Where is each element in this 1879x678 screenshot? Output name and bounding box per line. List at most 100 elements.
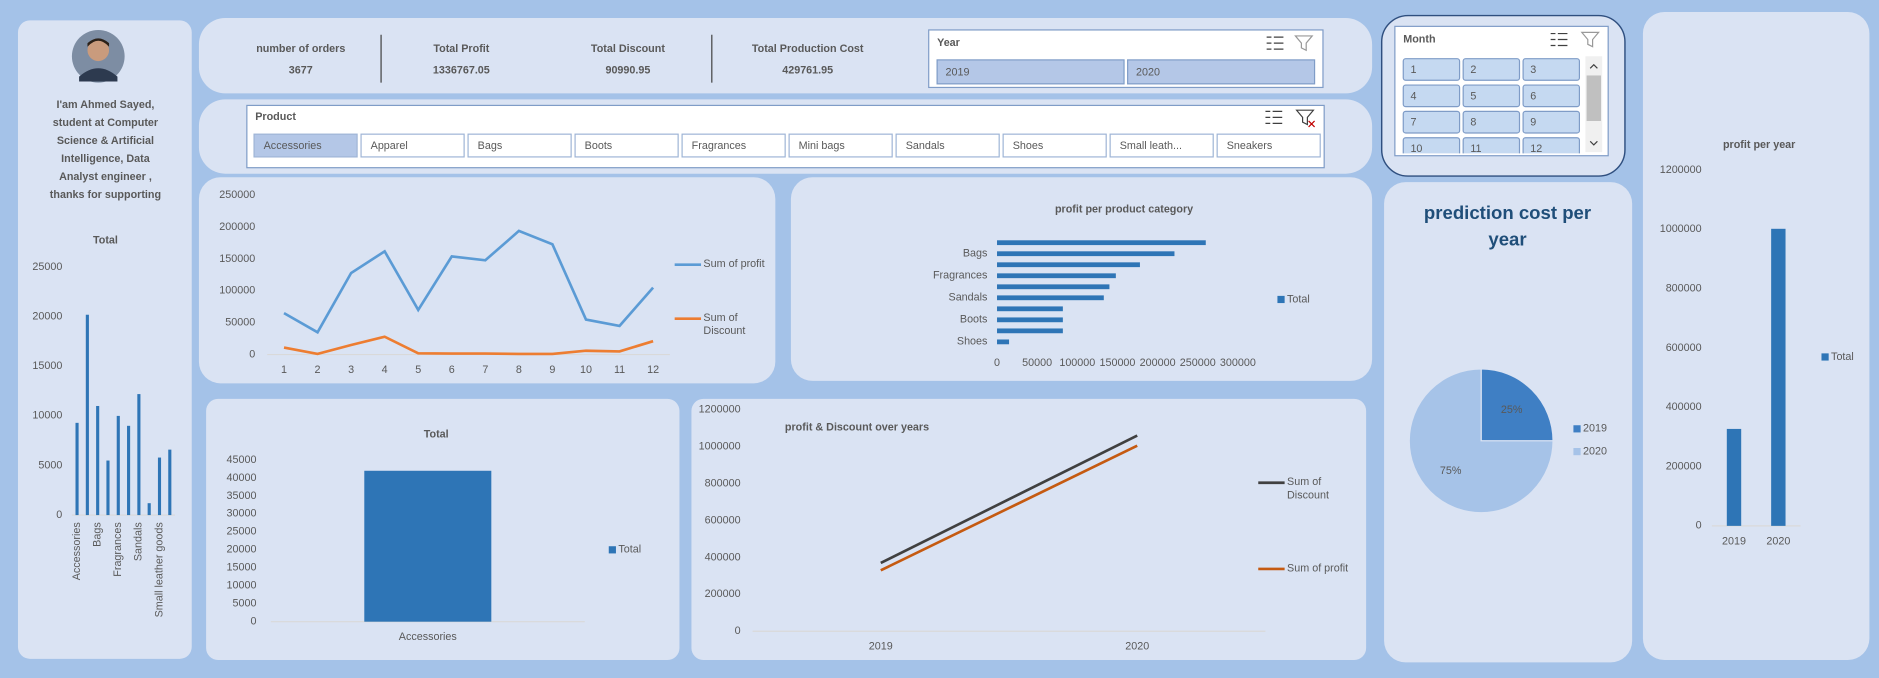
- chart-title-box: prediction cost per year: [1423, 203, 1592, 251]
- kpi-label: number of orders: [256, 43, 345, 55]
- slicer-button[interactable]: [1522, 84, 1581, 108]
- slicer-button[interactable]: [1402, 110, 1461, 134]
- slicer-button[interactable]: [1402, 137, 1461, 160]
- y-tick-label: 800000: [1666, 283, 1702, 295]
- slicer-button[interactable]: [1462, 137, 1521, 160]
- y-tick-label: 200000: [219, 221, 255, 233]
- y-tick-label: Shoes: [957, 336, 988, 348]
- slicer-item: 4: [1410, 90, 1416, 102]
- years-panel: [691, 398, 1367, 661]
- y-tick-label: 200000: [1666, 460, 1702, 472]
- profile-text: Intelligence, Data: [61, 153, 151, 165]
- slicer-item: 7: [1410, 117, 1416, 129]
- slicer-item: 5: [1470, 90, 1476, 102]
- y-tick-label: 25000: [227, 526, 257, 538]
- x-tick-label: 7: [482, 364, 488, 376]
- bar: [997, 339, 1010, 345]
- x-tick-label: Fragrances: [112, 522, 124, 576]
- y-tick-label: 0: [250, 616, 256, 628]
- slicer-button[interactable]: [1402, 58, 1461, 81]
- y-tick-label: 0: [1696, 520, 1702, 532]
- x-tick-label: 2: [315, 364, 321, 376]
- slicer-button[interactable]: [1522, 110, 1581, 134]
- bar: [997, 284, 1110, 290]
- slicer-button[interactable]: [1462, 110, 1521, 134]
- legend-swatch: [1277, 295, 1285, 304]
- bar: [75, 422, 79, 516]
- slicer-button[interactable]: [253, 133, 358, 158]
- bar: [997, 262, 1140, 268]
- slicer-button[interactable]: [360, 133, 465, 158]
- profile-text: I'am Ahmed Sayed,: [56, 99, 154, 111]
- slicer-button[interactable]: [788, 133, 893, 158]
- legend-swatch: [1821, 353, 1829, 361]
- legend-label: Total: [1287, 293, 1310, 305]
- legend-swatch: [1573, 425, 1581, 433]
- bar: [1726, 428, 1742, 526]
- y-tick-label: 1000000: [699, 440, 741, 452]
- slicer-button[interactable]: [1216, 133, 1321, 158]
- slicer-button[interactable]: [1462, 84, 1521, 108]
- legend-label: Sum of profit: [1287, 561, 1349, 574]
- x-tick-label: 6: [449, 364, 455, 376]
- y-tick-label: 15000: [32, 360, 62, 372]
- slicer-button[interactable]: [467, 133, 572, 158]
- legend-label-box: Sum of Discount: [703, 311, 745, 336]
- bar: [106, 460, 110, 516]
- y-tick-label: 1200000: [699, 404, 741, 416]
- y-tick-label: 45000: [227, 454, 257, 466]
- y-tick-label: 15000: [227, 562, 257, 574]
- pie-slice: [1480, 368, 1554, 442]
- x-tick-label: 300000: [1220, 357, 1256, 369]
- profile-text: Analyst engineer ,: [59, 171, 152, 183]
- y-tick-label: 0: [735, 625, 741, 637]
- slicer-button[interactable]: [574, 133, 679, 158]
- slicer-button[interactable]: [1462, 58, 1521, 81]
- x-tick-label: 50000: [1022, 357, 1052, 369]
- slicer-item: 11: [1470, 143, 1481, 155]
- slicer-item: Small leath...: [1120, 140, 1182, 152]
- x-tick-label: Bags: [92, 522, 104, 547]
- x-tick-label: 2019: [869, 641, 893, 653]
- y-tick-label: 800000: [705, 477, 741, 489]
- slicer-button[interactable]: [1109, 133, 1214, 158]
- slicer-item: Bags: [478, 140, 503, 152]
- y-tick-label: Boots: [960, 314, 988, 326]
- slicer-item: Shoes: [1013, 140, 1044, 152]
- slicer-button[interactable]: [1002, 133, 1107, 158]
- slicer-item: 10: [1410, 143, 1422, 155]
- chart-title: Total: [93, 235, 118, 247]
- profile-text: thanks for supporting: [50, 189, 161, 201]
- legend-label-box: Sum of profit: [1287, 561, 1349, 574]
- slicer-button[interactable]: [1127, 59, 1316, 85]
- slicer-title: Product: [255, 111, 296, 123]
- y-tick-label: 35000: [227, 490, 257, 502]
- slicer-button[interactable]: [681, 133, 786, 158]
- y-tick-label: 0: [249, 348, 255, 360]
- data-label: 25%: [1501, 404, 1523, 416]
- slicer-button[interactable]: [895, 133, 1000, 158]
- bar: [997, 295, 1104, 301]
- bar: [997, 306, 1063, 312]
- slicer-button[interactable]: [1522, 58, 1581, 81]
- slicer-button[interactable]: [1522, 137, 1581, 160]
- bar: [997, 328, 1063, 334]
- legend-swatch: [1573, 448, 1581, 456]
- line-series: [880, 434, 1138, 565]
- x-tick-label: 11: [614, 364, 625, 376]
- slicer-button[interactable]: [1402, 84, 1461, 108]
- profile-text: student at Computer: [53, 117, 159, 129]
- slicer-button[interactable]: [936, 59, 1125, 85]
- legend-label: 2020: [1583, 445, 1607, 457]
- x-tick-label: 1: [281, 364, 287, 376]
- bar: [997, 240, 1206, 246]
- slicer-item: 8: [1470, 117, 1476, 129]
- y-tick-label: 20000: [227, 544, 257, 556]
- scrollbar: [1585, 56, 1603, 153]
- x-tick-label: Accessories: [71, 522, 83, 580]
- y-tick-label: 100000: [219, 285, 255, 297]
- chart-title: prediction cost per year: [1423, 203, 1592, 251]
- slicer-item: 1: [1410, 64, 1416, 76]
- x-tick-label: 2020: [1766, 535, 1790, 547]
